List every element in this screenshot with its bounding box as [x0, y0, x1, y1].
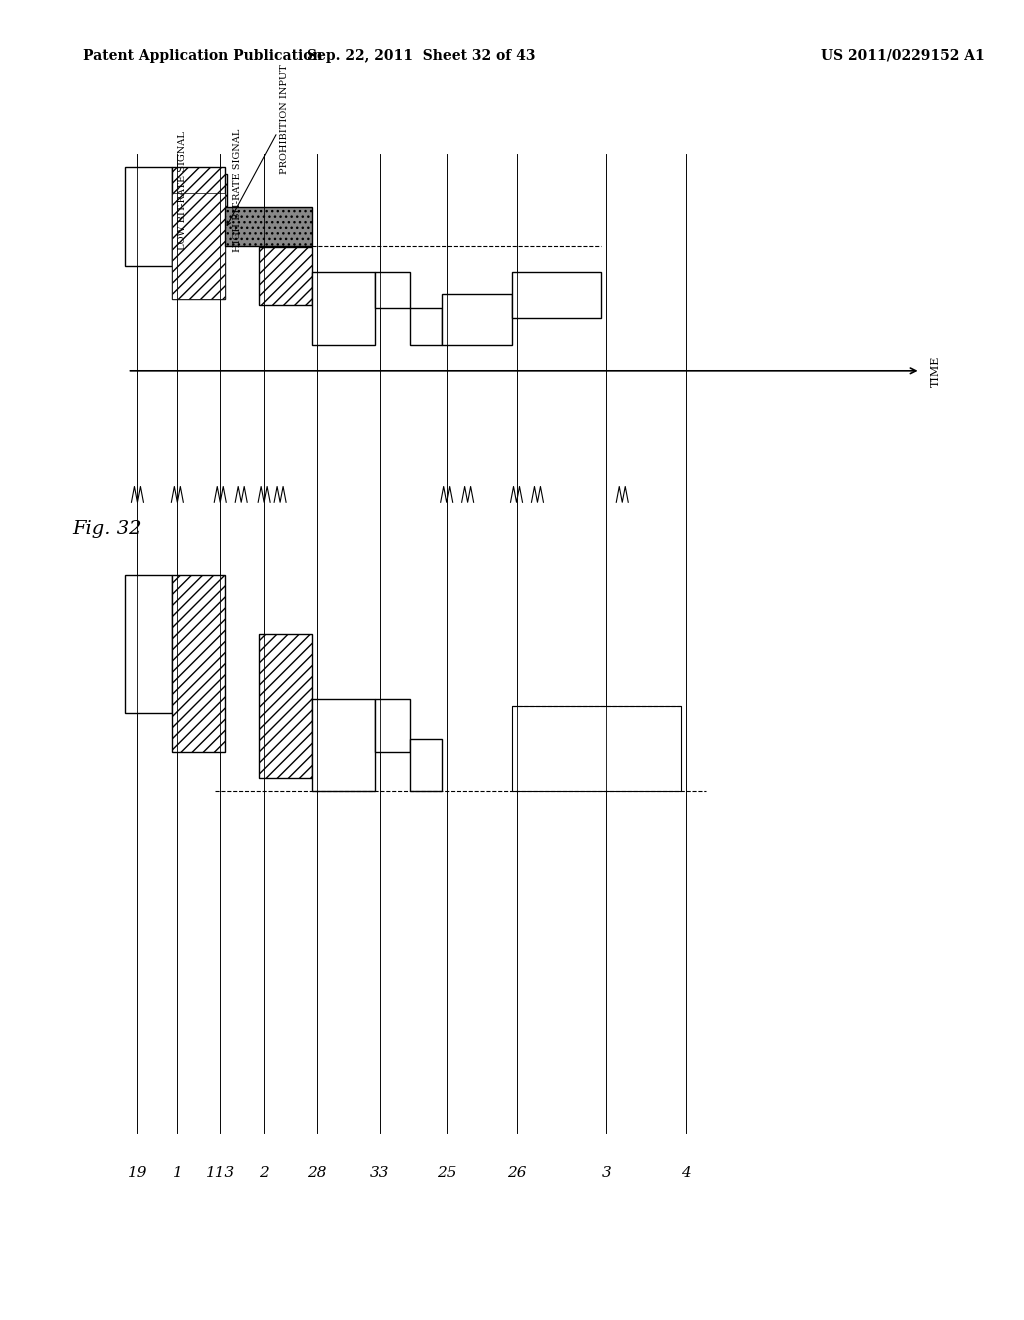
Polygon shape — [512, 272, 601, 318]
Text: HIGH BIT-RATE SIGNAL: HIGH BIT-RATE SIGNAL — [232, 128, 242, 252]
Text: LOW BIT-RATE SIGNAL: LOW BIT-RATE SIGNAL — [178, 131, 186, 249]
Text: 28: 28 — [307, 1166, 327, 1180]
Text: US 2011/0229152 A1: US 2011/0229152 A1 — [821, 49, 984, 63]
Text: 25: 25 — [437, 1166, 457, 1180]
Polygon shape — [225, 206, 312, 246]
Text: 2: 2 — [259, 1166, 269, 1180]
Polygon shape — [126, 168, 172, 265]
Polygon shape — [259, 634, 312, 779]
Polygon shape — [441, 294, 512, 345]
Text: 113: 113 — [206, 1166, 234, 1180]
Polygon shape — [259, 247, 312, 305]
Polygon shape — [312, 272, 375, 345]
Polygon shape — [410, 309, 441, 345]
Polygon shape — [172, 574, 225, 752]
FancyBboxPatch shape — [132, 174, 172, 206]
Polygon shape — [375, 272, 410, 309]
Polygon shape — [312, 700, 375, 792]
Polygon shape — [172, 193, 225, 298]
Text: TIME: TIME — [931, 355, 940, 387]
Polygon shape — [126, 574, 172, 713]
Polygon shape — [512, 706, 681, 792]
Polygon shape — [172, 168, 225, 298]
Polygon shape — [410, 739, 441, 792]
Text: Patent Application Publication: Patent Application Publication — [83, 49, 323, 63]
Text: 3: 3 — [601, 1166, 611, 1180]
Text: Sep. 22, 2011  Sheet 32 of 43: Sep. 22, 2011 Sheet 32 of 43 — [307, 49, 536, 63]
Text: 4: 4 — [681, 1166, 691, 1180]
Polygon shape — [375, 700, 410, 752]
Text: 33: 33 — [370, 1166, 389, 1180]
Text: Fig. 32: Fig. 32 — [73, 520, 142, 537]
Text: 26: 26 — [507, 1166, 526, 1180]
FancyBboxPatch shape — [187, 174, 227, 206]
Text: PROHIBITION INPUT: PROHIBITION INPUT — [227, 63, 289, 226]
Text: 19: 19 — [128, 1166, 147, 1180]
Text: 1: 1 — [172, 1166, 182, 1180]
